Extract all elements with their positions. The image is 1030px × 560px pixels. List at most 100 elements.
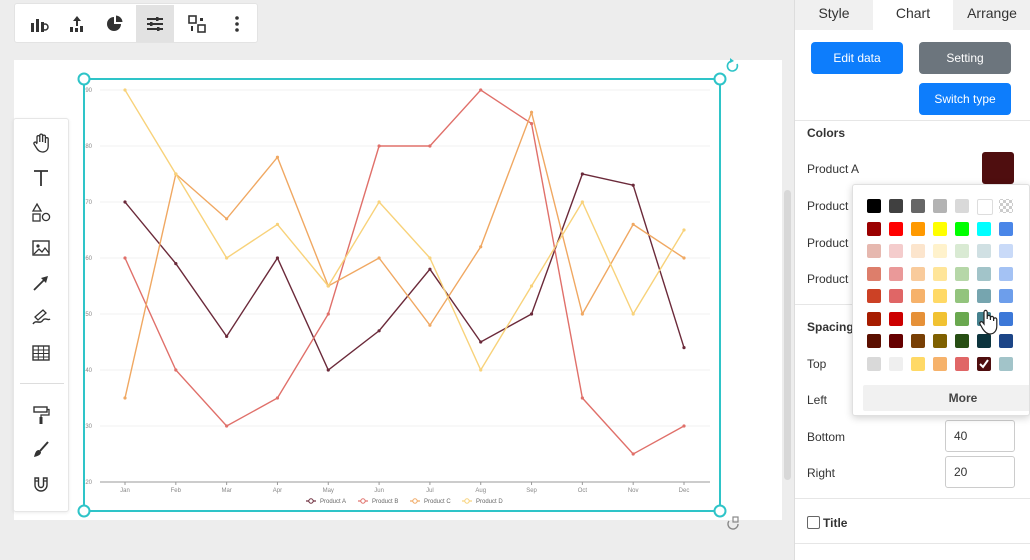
color-swatch[interactable]: [911, 334, 925, 348]
color-swatch[interactable]: [999, 199, 1013, 213]
color-swatch[interactable]: [933, 356, 947, 371]
color-swatch[interactable]: [867, 221, 881, 236]
product-a-color-swatch[interactable]: [982, 152, 1014, 184]
color-swatch[interactable]: [955, 334, 969, 348]
series-line: [124, 173, 685, 372]
color-swatch[interactable]: [977, 266, 991, 281]
color-swatch[interactable]: [867, 356, 881, 371]
color-swatch[interactable]: [867, 289, 881, 303]
image-tool-icon: [32, 240, 50, 256]
color-swatch[interactable]: [911, 244, 925, 258]
image-tool-button[interactable]: [26, 234, 56, 262]
resize-handle-bottom-right[interactable]: [713, 504, 727, 518]
color-swatch[interactable]: [999, 334, 1013, 348]
color-swatch[interactable]: [911, 289, 925, 303]
color-swatch[interactable]: [933, 311, 947, 326]
color-swatch[interactable]: [933, 199, 947, 213]
color-swatch[interactable]: [955, 356, 969, 371]
color-swatch[interactable]: [889, 289, 903, 303]
color-swatch[interactable]: [977, 289, 991, 303]
color-swatch[interactable]: [999, 221, 1013, 236]
resize-handle-top-right[interactable]: [713, 72, 727, 86]
x-tick-label: Aug: [475, 488, 486, 494]
color-swatch[interactable]: [867, 244, 881, 258]
color-swatch[interactable]: [889, 266, 903, 281]
legend-marker: [464, 498, 470, 504]
chart-elements-button[interactable]: [58, 5, 96, 42]
canvas-scrollbar[interactable]: [784, 190, 791, 480]
tab-chart[interactable]: Chart: [873, 0, 953, 30]
link-handle-icon[interactable]: [727, 516, 739, 530]
color-swatch[interactable]: [889, 356, 903, 371]
title-checkbox[interactable]: [807, 516, 820, 529]
data-point: [377, 144, 381, 148]
color-swatch[interactable]: [977, 356, 991, 371]
color-swatch[interactable]: [889, 244, 903, 258]
color-swatch[interactable]: [955, 311, 969, 326]
color-swatch[interactable]: [867, 334, 881, 348]
color-swatch[interactable]: [867, 266, 881, 281]
color-swatch[interactable]: [999, 266, 1013, 281]
color-swatch[interactable]: [999, 244, 1013, 258]
table-tool-button[interactable]: [26, 339, 56, 367]
tab-arrange[interactable]: Arrange: [967, 5, 1017, 21]
color-swatch[interactable]: [999, 289, 1013, 303]
color-swatch[interactable]: [999, 311, 1013, 326]
color-swatch[interactable]: [955, 199, 969, 213]
color-swatch[interactable]: [955, 289, 969, 303]
color-swatch[interactable]: [955, 244, 969, 258]
color-swatch[interactable]: [933, 266, 947, 281]
color-swatch[interactable]: [977, 221, 991, 236]
x-tick-label: Jul: [426, 488, 434, 494]
color-swatch[interactable]: [933, 221, 947, 236]
color-swatch[interactable]: [889, 199, 903, 213]
magnet-tool-button[interactable]: [26, 471, 56, 499]
color-swatch[interactable]: [867, 311, 881, 326]
color-swatch[interactable]: [911, 311, 925, 326]
color-swatch[interactable]: [867, 199, 881, 213]
color-swatch[interactable]: [889, 221, 903, 236]
pen-tool-button[interactable]: [26, 304, 56, 332]
color-swatch[interactable]: [977, 199, 993, 215]
color-swatch[interactable]: [933, 289, 947, 303]
brush-tool-button[interactable]: [26, 436, 56, 464]
color-swatch[interactable]: [911, 221, 925, 236]
color-swatch[interactable]: [911, 356, 925, 371]
more-colors-button[interactable]: More: [863, 385, 1029, 411]
selection-frame[interactable]: [83, 78, 721, 512]
hand-tool-button[interactable]: [26, 129, 56, 157]
spacing-right-input[interactable]: 20: [945, 456, 1015, 488]
color-swatch[interactable]: [889, 311, 903, 326]
color-swatch[interactable]: [933, 244, 947, 258]
resize-handle-bottom-left[interactable]: [77, 504, 91, 518]
text-tool-button[interactable]: [26, 164, 56, 192]
edit-data-button[interactable]: Edit data: [811, 42, 903, 74]
chart-type-button[interactable]: [20, 5, 58, 42]
shapes-tool-button[interactable]: [26, 199, 56, 227]
pie-chart-button[interactable]: [96, 5, 134, 42]
color-swatch[interactable]: [977, 244, 991, 258]
color-swatch[interactable]: [955, 221, 969, 236]
line-chart[interactable]: Jan Feb Mar Apr May Jun Jul Aug Sep Oct Nov Dec 20 3…: [0, 0, 790, 545]
setting-button[interactable]: Setting: [919, 42, 1011, 74]
arrow-tool-button[interactable]: [26, 269, 56, 297]
format-painter-button[interactable]: [26, 401, 56, 429]
switch-chart-button[interactable]: [178, 5, 216, 42]
color-swatch[interactable]: [999, 356, 1013, 371]
filter-settings-button[interactable]: [136, 5, 174, 42]
spacing-bottom-input[interactable]: 40: [945, 420, 1015, 452]
series-line: [124, 110, 685, 399]
color-swatch[interactable]: [977, 334, 991, 348]
color-swatch[interactable]: [955, 266, 969, 281]
tab-style[interactable]: Style: [818, 5, 850, 21]
color-swatch[interactable]: [911, 199, 925, 213]
color-swatch[interactable]: [933, 334, 947, 348]
color-swatch[interactable]: [889, 334, 903, 348]
data-point: [479, 88, 483, 92]
rotate-handle-icon[interactable]: [726, 58, 739, 72]
color-swatch[interactable]: [911, 266, 925, 281]
y-tick-label: 50: [85, 312, 92, 318]
switch-type-button[interactable]: Switch type: [919, 83, 1011, 115]
resize-handle-top-left[interactable]: [77, 72, 91, 86]
more-options-button[interactable]: [218, 5, 256, 42]
